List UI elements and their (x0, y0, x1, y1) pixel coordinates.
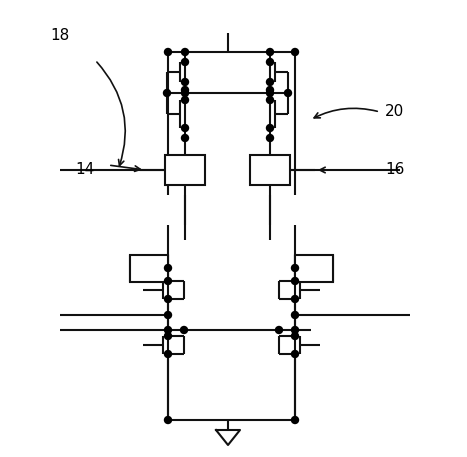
Text: 14: 14 (75, 163, 95, 177)
Circle shape (164, 351, 171, 357)
Circle shape (291, 333, 298, 340)
Circle shape (164, 265, 171, 271)
Circle shape (267, 48, 274, 55)
Circle shape (291, 277, 298, 285)
Circle shape (181, 326, 187, 334)
Circle shape (291, 416, 298, 424)
Circle shape (164, 48, 171, 55)
Circle shape (163, 90, 170, 96)
Circle shape (267, 124, 274, 132)
Circle shape (182, 124, 189, 132)
Circle shape (182, 79, 189, 85)
Circle shape (182, 58, 189, 65)
Circle shape (164, 333, 171, 340)
Circle shape (182, 96, 189, 103)
Circle shape (182, 48, 189, 55)
Circle shape (182, 134, 189, 142)
Circle shape (182, 86, 189, 94)
Circle shape (291, 351, 298, 357)
Text: 16: 16 (385, 163, 405, 177)
Circle shape (182, 90, 189, 96)
Bar (130, 255, 168, 282)
Circle shape (267, 86, 274, 94)
Circle shape (267, 134, 274, 142)
Circle shape (284, 90, 291, 96)
Circle shape (276, 326, 283, 334)
Bar (295, 255, 333, 282)
Circle shape (291, 326, 298, 334)
Text: 18: 18 (50, 27, 70, 43)
Circle shape (291, 296, 298, 303)
Circle shape (291, 48, 298, 55)
Circle shape (164, 326, 171, 334)
Circle shape (164, 296, 171, 303)
Circle shape (291, 312, 298, 319)
Text: 20: 20 (385, 105, 404, 119)
Circle shape (267, 58, 274, 65)
Circle shape (267, 90, 274, 96)
Circle shape (267, 96, 274, 103)
Circle shape (164, 312, 171, 319)
Bar (250, 155, 290, 185)
Circle shape (291, 265, 298, 271)
Bar (165, 155, 205, 185)
Circle shape (164, 277, 171, 285)
Circle shape (164, 416, 171, 424)
Circle shape (267, 79, 274, 85)
